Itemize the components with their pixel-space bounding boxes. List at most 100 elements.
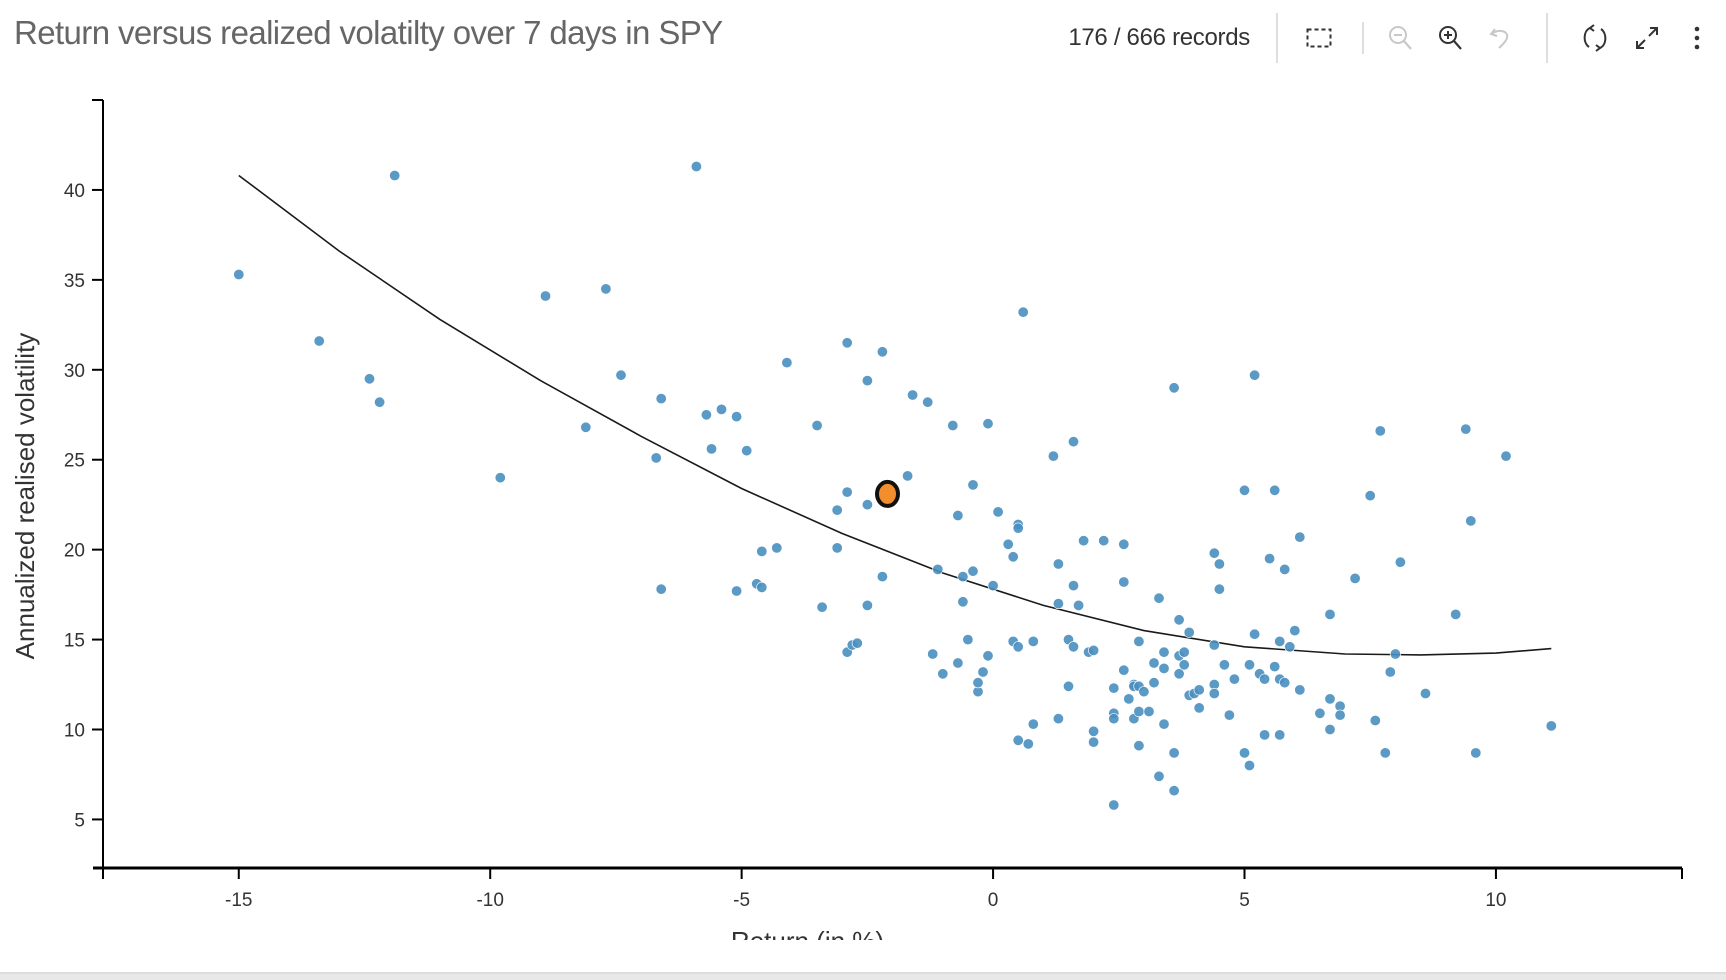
data-point[interactable]	[1314, 707, 1326, 719]
data-point[interactable]	[233, 269, 245, 281]
data-point[interactable]	[1213, 558, 1225, 570]
data-point[interactable]	[957, 596, 969, 608]
data-point[interactable]	[922, 396, 934, 408]
more-options-button[interactable]	[1676, 17, 1718, 59]
data-point[interactable]	[1153, 592, 1165, 604]
data-point[interactable]	[876, 571, 888, 583]
data-point[interactable]	[1239, 747, 1251, 759]
data-point[interactable]	[1450, 608, 1462, 620]
data-point[interactable]	[1052, 598, 1064, 610]
data-point[interactable]	[841, 486, 853, 498]
data-point[interactable]	[1073, 599, 1085, 611]
data-point[interactable]	[1017, 306, 1029, 318]
data-point[interactable]	[1118, 576, 1130, 588]
data-point[interactable]	[1047, 450, 1059, 462]
data-point[interactable]	[1088, 725, 1100, 737]
lasso-select-button[interactable]	[1298, 17, 1340, 59]
data-point[interactable]	[1178, 659, 1190, 671]
data-point[interactable]	[1349, 572, 1361, 584]
data-point[interactable]	[1228, 673, 1240, 685]
data-point[interactable]	[1420, 687, 1432, 699]
data-point[interactable]	[1239, 484, 1251, 496]
data-point[interactable]	[1379, 747, 1391, 759]
data-point[interactable]	[902, 470, 914, 482]
data-point[interactable]	[937, 668, 949, 680]
data-point[interactable]	[992, 506, 1004, 518]
zoom-in-button[interactable]	[1430, 17, 1472, 59]
data-point[interactable]	[1269, 661, 1281, 673]
data-point[interactable]	[1289, 625, 1301, 637]
data-point[interactable]	[756, 581, 768, 593]
data-point[interactable]	[374, 396, 386, 408]
data-point[interactable]	[655, 393, 667, 405]
data-point[interactable]	[715, 403, 727, 415]
data-point[interactable]	[1002, 538, 1014, 550]
data-point[interactable]	[1158, 718, 1170, 730]
data-point[interactable]	[927, 648, 939, 660]
data-point[interactable]	[1284, 641, 1296, 653]
refresh-button[interactable]	[1574, 17, 1616, 59]
data-point[interactable]	[494, 472, 506, 484]
data-point[interactable]	[600, 283, 612, 295]
data-point[interactable]	[1369, 714, 1381, 726]
data-point[interactable]	[1027, 718, 1039, 730]
data-point[interactable]	[932, 563, 944, 575]
data-point[interactable]	[1294, 531, 1306, 543]
data-point[interactable]	[1052, 558, 1064, 570]
data-point[interactable]	[1364, 490, 1376, 502]
data-point[interactable]	[1500, 450, 1512, 462]
data-point[interactable]	[1259, 673, 1271, 685]
data-point[interactable]	[1274, 635, 1286, 647]
data-point[interactable]	[781, 357, 793, 369]
data-point[interactable]	[962, 634, 974, 646]
data-point[interactable]	[1294, 684, 1306, 696]
data-point[interactable]	[1394, 556, 1406, 568]
data-point[interactable]	[972, 677, 984, 689]
data-point[interactable]	[1108, 713, 1120, 725]
data-point[interactable]	[1012, 522, 1024, 534]
data-point[interactable]	[1068, 580, 1080, 592]
data-point[interactable]	[967, 479, 979, 491]
scatter-plot[interactable]: 5 10 15 20 25 30 35 40 -15 -10 -5 0 5 10 Return (in %…	[0, 76, 1726, 940]
data-point[interactable]	[700, 409, 712, 421]
data-point[interactable]	[1148, 677, 1160, 689]
highlight-layer[interactable]	[875, 479, 900, 508]
data-point[interactable]	[650, 452, 662, 464]
data-point[interactable]	[1173, 668, 1185, 680]
data-point[interactable]	[771, 542, 783, 554]
data-point[interactable]	[1264, 553, 1276, 565]
data-point[interactable]	[1178, 646, 1190, 658]
data-point[interactable]	[731, 411, 743, 423]
data-point[interactable]	[1218, 659, 1230, 671]
data-point[interactable]	[987, 580, 999, 592]
data-point[interactable]	[1374, 425, 1386, 437]
data-point[interactable]	[851, 637, 863, 649]
data-point[interactable]	[1153, 770, 1165, 782]
data-point[interactable]	[1269, 484, 1281, 496]
data-point[interactable]	[816, 601, 828, 613]
data-point[interactable]	[1133, 705, 1145, 717]
data-point[interactable]	[1324, 608, 1336, 620]
data-point[interactable]	[1279, 563, 1291, 575]
chart-area[interactable]: 5 10 15 20 25 30 35 40 -15 -10 -5 0 5 10 Return (in %…	[0, 76, 1726, 940]
data-point[interactable]	[731, 585, 743, 597]
data-point[interactable]	[1012, 734, 1024, 746]
data-point[interactable]	[756, 545, 768, 557]
data-point[interactable]	[1118, 664, 1130, 676]
data-point[interactable]	[1193, 684, 1205, 696]
data-point[interactable]	[861, 599, 873, 611]
data-point[interactable]	[1193, 702, 1205, 714]
data-point[interactable]	[690, 161, 702, 173]
data-point[interactable]	[861, 499, 873, 511]
undo-zoom-button[interactable]	[1480, 17, 1522, 59]
data-point[interactable]	[1168, 382, 1180, 394]
data-point[interactable]	[831, 504, 843, 516]
data-point[interactable]	[741, 445, 753, 457]
data-point[interactable]	[841, 337, 853, 349]
data-point[interactable]	[1470, 747, 1482, 759]
data-point[interactable]	[1108, 799, 1120, 811]
data-point[interactable]	[1148, 657, 1160, 669]
data-point[interactable]	[982, 418, 994, 430]
data-point[interactable]	[1545, 720, 1557, 732]
data-point[interactable]	[1022, 738, 1034, 750]
